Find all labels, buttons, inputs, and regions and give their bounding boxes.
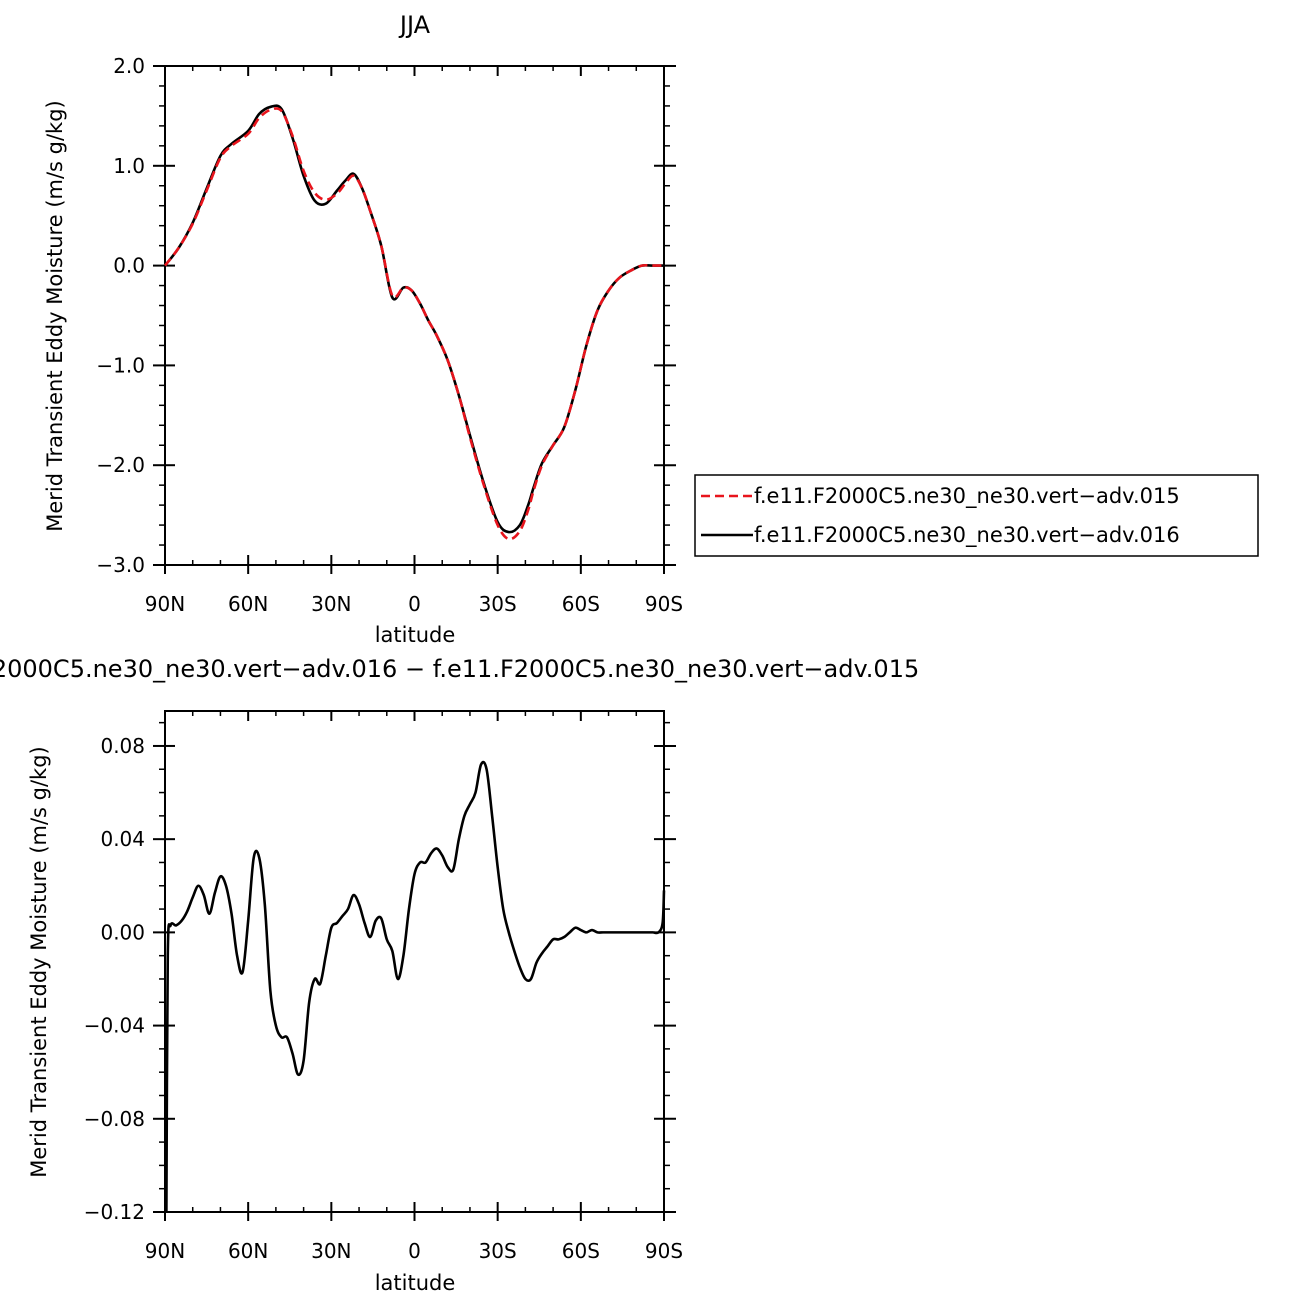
x-tick-label: 0 <box>408 1239 421 1263</box>
y-tick-label: 0.00 <box>100 920 145 944</box>
x-tick-label: 90N <box>145 592 185 616</box>
top-chart: JJA −3.0 −2.0 −1.0 0.0 1.0 2.0 90N 60N 30N 0 30S 6… <box>43 11 1259 647</box>
y-tick-label: 0.04 <box>100 827 145 851</box>
series-line <box>165 760 666 1213</box>
legend-label-016: f.e11.F2000C5.ne30_ne30.vert−adv.016 <box>754 523 1180 548</box>
x-tick-label: 90S <box>645 1239 683 1263</box>
top-chart-y-tick-labels: −3.0 −2.0 −1.0 0.0 1.0 2.0 <box>96 54 145 577</box>
y-tick-label: −0.04 <box>84 1014 145 1038</box>
x-tick-label: 90N <box>145 1239 185 1263</box>
x-tick-label: 60N <box>228 1239 268 1263</box>
y-tick-label: −1.0 <box>96 353 145 377</box>
bottom-chart-x-axis-label: latitude <box>375 1271 456 1295</box>
top-chart-y-axis-label: Merid Transient Eddy Moisture (m/s g/kg) <box>43 100 67 532</box>
y-tick-label: 2.0 <box>113 54 145 78</box>
bottom-chart-title: f.e11.F2000C5.ne30_ne30.vert−adv.016 − f… <box>0 655 919 683</box>
y-tick-label: −3.0 <box>96 553 145 577</box>
top-chart-x-axis-label: latitude <box>375 623 456 647</box>
series-line <box>163 104 664 534</box>
y-tick-label: 0.0 <box>113 254 145 278</box>
bottom-chart-ticks <box>153 711 676 1221</box>
bottom-plot-frame <box>164 710 665 1213</box>
x-tick-label: 30N <box>311 592 351 616</box>
bottom-chart-y-tick-labels: −0.12 −0.08 −0.04 0.00 0.04 0.08 <box>84 734 145 1224</box>
x-tick-label: 30N <box>311 1239 351 1263</box>
y-tick-label: −0.08 <box>84 1107 145 1131</box>
top-chart-x-tick-labels: 90N 60N 30N 0 30S 60S 90S <box>145 592 683 616</box>
bottom-chart-y-axis-label: Merid Transient Eddy Moisture (m/s g/kg) <box>27 746 51 1178</box>
x-tick-label: 30S <box>479 1239 517 1263</box>
legend: f.e11.F2000C5.ne30_ne30.vert−adv.015 f.e… <box>694 474 1259 557</box>
bottom-chart-series <box>165 760 666 1213</box>
bottom-chart-x-tick-labels: 90N 60N 30N 0 30S 60S 90S <box>145 1239 683 1263</box>
top-chart-series <box>163 104 664 541</box>
bottom-chart: f.e11.F2000C5.ne30_ne30.vert−adv.016 − f… <box>0 655 919 1295</box>
x-tick-label: 60S <box>562 1239 600 1263</box>
top-chart-ticks <box>153 65 676 574</box>
y-tick-label: 0.08 <box>100 734 145 758</box>
top-chart-title: JJA <box>398 11 431 39</box>
x-tick-label: 60N <box>228 592 268 616</box>
x-tick-label: 0 <box>408 592 421 616</box>
series-line <box>163 107 664 541</box>
x-tick-label: 30S <box>479 592 517 616</box>
x-tick-label: 60S <box>562 592 600 616</box>
legend-label-015: f.e11.F2000C5.ne30_ne30.vert−adv.015 <box>754 484 1180 509</box>
x-tick-label: 90S <box>645 592 683 616</box>
y-tick-label: −0.12 <box>84 1200 145 1224</box>
y-tick-label: 1.0 <box>113 154 145 178</box>
y-tick-label: −2.0 <box>96 453 145 477</box>
legend-box <box>694 474 1259 557</box>
